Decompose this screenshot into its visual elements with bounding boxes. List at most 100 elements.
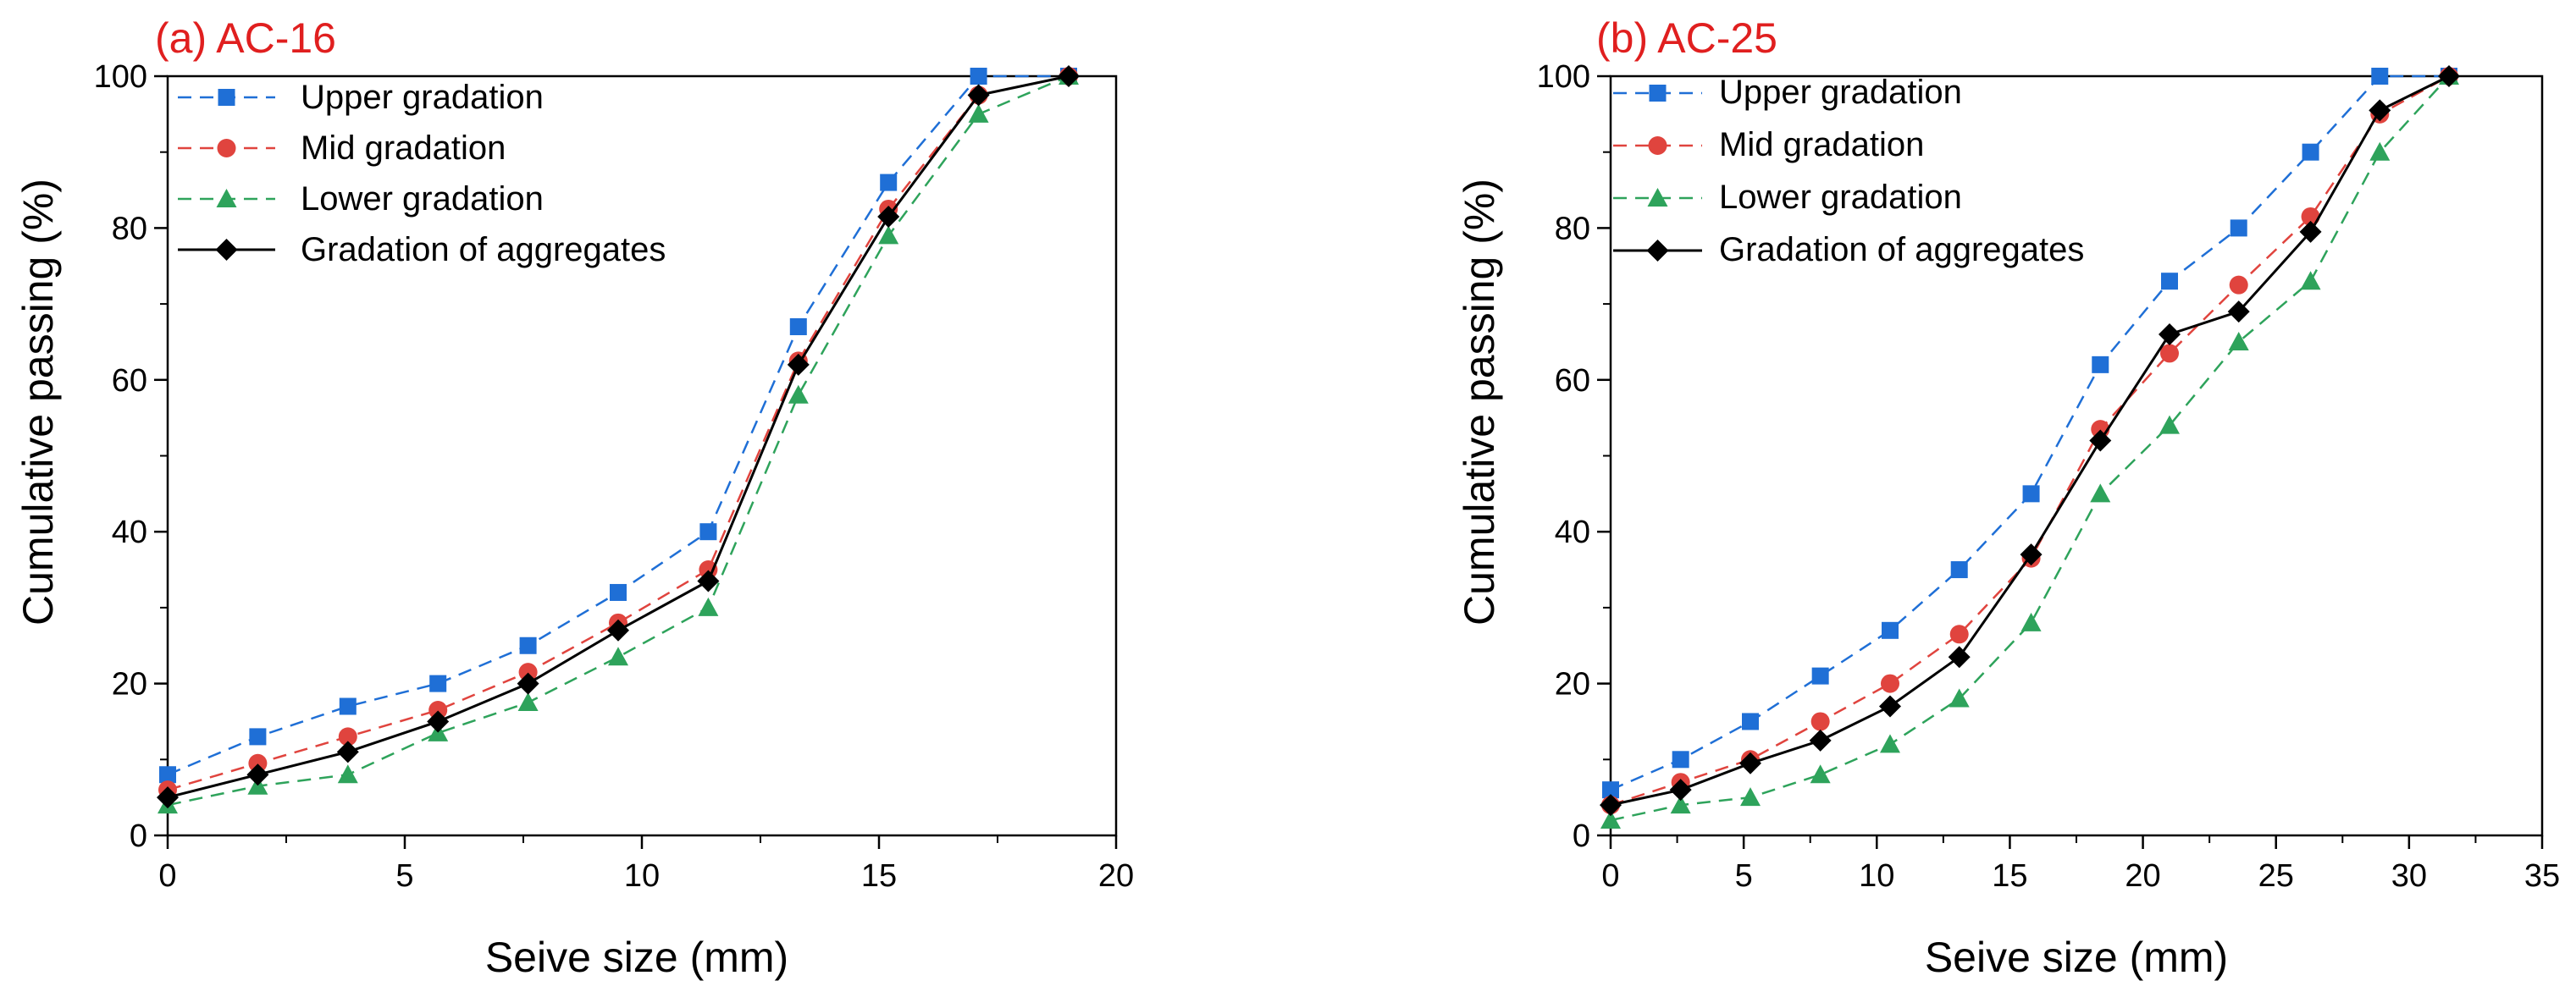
data-point-mid [2160,344,2179,363]
data-point-lower [2228,331,2249,350]
legend: Upper gradation Mid gradation Lower grad… [1613,74,2084,268]
data-point-actual [2089,429,2112,452]
data-point-mid [1949,625,1969,644]
legend-label-actual: Gradation of aggregates [301,231,666,268]
data-point-mid [699,560,718,580]
data-point-lower [2090,483,2111,503]
data-point-lower [337,764,358,784]
data-point-upper [1882,621,1899,639]
y-tick-label: 60 [112,363,147,399]
y-tick-label: 40 [112,515,147,550]
data-point-upper [519,637,537,654]
legend-marker-upper [1649,85,1667,102]
data-point-lower [2369,141,2391,161]
data-point-actual [2159,322,2181,345]
data-point-actual [1058,65,1080,87]
y-tick-label: 0 [1573,818,1590,854]
y-axis-title: Cumulative passing (%) [14,179,62,626]
data-point-actual [1739,752,1761,774]
data-point-upper [249,728,267,746]
data-point-upper [1811,667,1829,685]
data-point-mid [2229,275,2248,295]
y-tick-label: 20 [112,667,147,703]
data-point-lower [1600,810,1621,829]
y-tick-label: 80 [112,211,147,246]
legend-label-lower: Lower gradation [1719,179,1962,216]
x-tick-label: 0 [1601,858,1619,894]
legend-marker-mid [1648,136,1667,155]
x-tick-label: 35 [2524,858,2560,894]
data-point-actual [2227,300,2250,323]
data-point-upper [2092,355,2109,373]
data-point-lower [698,597,719,616]
data-point-actual [1948,646,1971,669]
legend-marker-mid [217,139,236,157]
data-point-upper [2022,485,2040,503]
x-tick-label: 20 [1098,858,1134,894]
data-point-actual [246,763,269,786]
y-tick-label: 40 [1555,515,1590,550]
data-point-mid [1881,674,1899,693]
series-lines [1600,65,2460,829]
data-point-upper [2161,273,2178,290]
data-point-actual [787,353,810,376]
legend-label-mid: Mid gradation [1719,126,1924,163]
legend-label-upper: Upper gradation [1719,74,1962,111]
series-line-mid [167,74,1070,791]
data-point-lower [2020,612,2042,631]
data-point-actual [1669,779,1692,802]
y-tick-label: 0 [130,818,147,854]
data-point-upper [159,766,176,784]
data-point-actual [2020,543,2043,566]
panel-label: (b) AC-25 [1596,14,1777,62]
data-point-upper [970,68,987,85]
data-point-upper [1950,561,1968,579]
y-tick-label: 20 [1555,667,1590,703]
data-point-actual [607,619,629,642]
data-point-actual [2438,65,2460,87]
panel-label: (a) AC-16 [155,14,336,62]
data-point-actual [1879,695,1901,718]
data-point-actual [967,84,990,107]
data-point-upper [1742,713,1759,730]
data-point-upper [2371,68,2389,85]
x-tick-label: 25 [2258,858,2294,894]
data-point-actual [517,672,539,695]
data-point-lower [1880,734,1900,753]
data-point-actual [2369,99,2391,122]
legend-label-mid: Mid gradation [301,130,506,167]
legend-label-upper: Upper gradation [301,79,544,116]
y-tick-label: 100 [1537,59,1590,95]
legend-marker-upper [218,89,235,106]
legend-marker-lower [216,189,237,207]
legend-marker-lower [1647,188,1668,207]
data-point-lower [968,103,989,123]
data-point-lower [878,225,899,245]
series-lines [157,65,1080,814]
legend-marker-actual [1646,240,1669,262]
data-point-upper [429,675,447,692]
data-point-actual [427,710,450,733]
data-point-actual [1600,794,1622,817]
x-tick-label: 5 [395,858,413,894]
x-tick-label: 10 [624,858,660,894]
x-tick-label: 15 [1992,858,2027,894]
legend-label-actual: Gradation of aggregates [1719,231,2084,268]
data-point-actual [157,786,179,809]
data-point-upper [699,523,717,541]
x-axis-title: Seive size (mm) [485,934,788,981]
axes: 0 5 10 15 20 25 30 35 0 20 40 60 80 100 [1537,59,2561,894]
data-point-actual [1809,729,1832,752]
data-point-actual [2299,220,2322,243]
data-point-lower [2300,271,2321,290]
data-point-lower [788,384,809,404]
y-axis-title: Cumulative passing (%) [1456,179,1503,626]
data-point-upper [1602,781,1619,799]
data-point-lower [1949,688,1970,708]
data-point-upper [2230,219,2247,237]
data-point-lower [2159,415,2180,434]
data-point-lower [517,692,539,712]
data-point-actual [877,205,900,228]
x-tick-label: 30 [2391,858,2427,894]
